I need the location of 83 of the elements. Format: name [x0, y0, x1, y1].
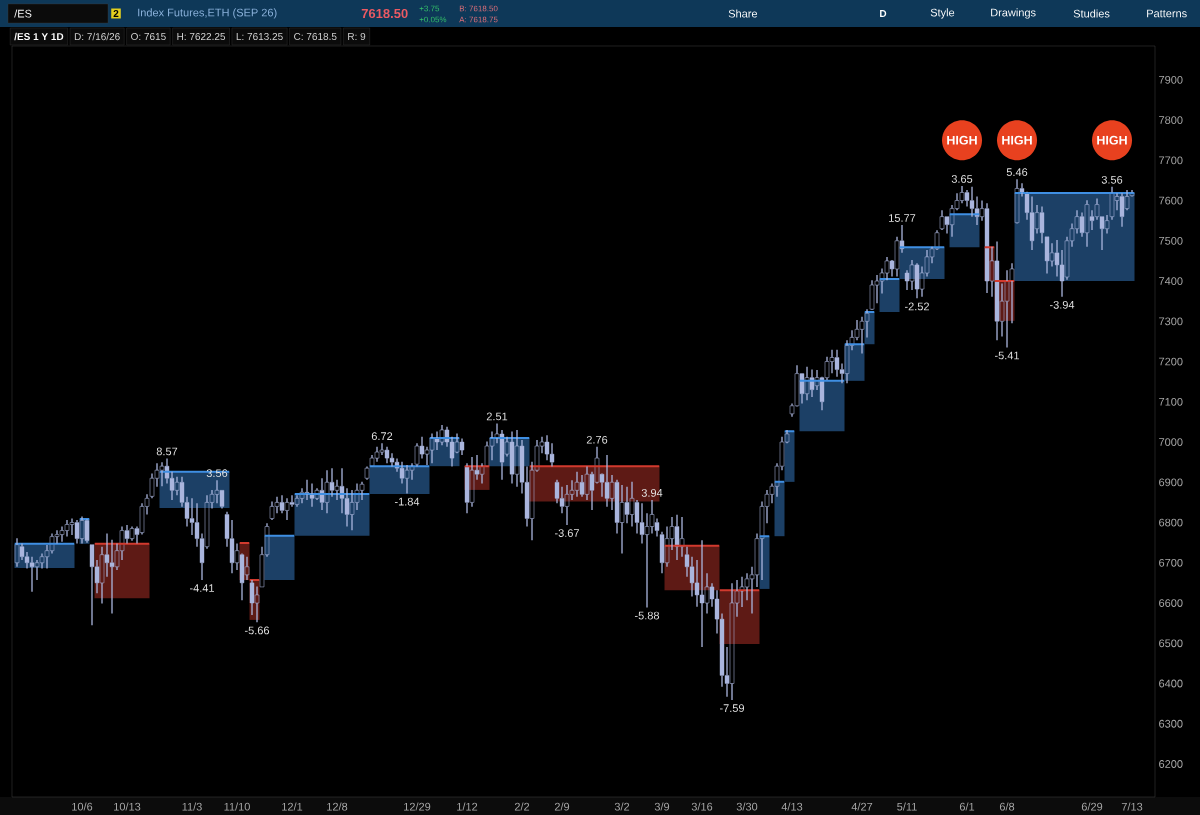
text: D [880, 10, 887, 17]
x-tick-label: 5/11 [897, 802, 917, 811]
x-tick-label: 7/13 [1121, 802, 1143, 811]
text: 3.56 [1101, 175, 1123, 184]
x-tick-label: 4/13 [781, 802, 803, 811]
y-tick-label: 7800 [1159, 116, 1183, 124]
text: -5.88 [634, 611, 660, 620]
annotation: HIGH [1002, 135, 1032, 145]
text: -4.41 [189, 584, 214, 592]
text: 2 [113, 10, 119, 17]
x-tick-label: 2/9 [554, 802, 570, 811]
text: -5.66 [244, 626, 270, 635]
y-tick-label: 7600 [1159, 196, 1183, 205]
text: C: 7618.5 [294, 32, 337, 41]
text: A: 7618.75 [459, 16, 498, 23]
x-tick-label: 6/29 [1081, 802, 1103, 811]
annotation: HIGH [1097, 135, 1127, 145]
text: +3.75 [419, 5, 440, 12]
text: 8.57 [156, 447, 178, 456]
x-tick-label: 12/29 [404, 802, 431, 811]
x-tick-label: 1/12 [457, 802, 478, 811]
text: -1.84 [394, 497, 420, 506]
x-tick-label: 12/1 [282, 802, 303, 811]
y-tick-label: 6500 [1159, 639, 1183, 648]
text: B: 7618.50 [459, 5, 498, 12]
x-tick-label: 4/27 [851, 802, 873, 811]
y-tick-label: 7500 [1159, 236, 1183, 245]
chart-subtitle: Index Futures,ETH (SEP 26) [138, 8, 277, 19]
x-tick-label: 3/9 [654, 802, 670, 811]
text: 6.72 [371, 432, 393, 441]
text: 5.46 [1006, 168, 1028, 177]
y-tick-label: 6800 [1159, 518, 1183, 527]
text: -7.59 [719, 704, 745, 712]
text: 2.76 [586, 435, 608, 444]
text: Drawings [991, 8, 1036, 19]
text: 3.94 [641, 489, 663, 497]
candlestick [89, 544, 95, 626]
text: R: 9 [348, 32, 366, 41]
text: 3.65 [951, 175, 973, 183]
x-tick-label: 10/6 [72, 802, 93, 811]
text: Style [930, 8, 955, 19]
text: /ES 1 Y 1D [14, 32, 64, 41]
text: +0.05% [419, 16, 447, 23]
text: 15.77 [889, 214, 916, 222]
y-tick-label: 6700 [1159, 558, 1183, 567]
x-tick-label: 11/3 [182, 802, 202, 811]
y-tick-label: 6600 [1159, 599, 1183, 607]
annotation: HIGH [947, 135, 977, 145]
text: -3.94 [1049, 300, 1075, 309]
y-tick-label: 7000 [1159, 438, 1183, 446]
text: 2.51 [486, 412, 508, 421]
y-tick-label: 6400 [1159, 679, 1183, 688]
y-tick-label: 7200 [1159, 357, 1183, 366]
y-tick-label: 7300 [1159, 317, 1183, 326]
text: D: 7/16/26 [74, 32, 120, 41]
text: -5.41 [994, 351, 1020, 360]
text: Patterns [1147, 9, 1187, 18]
y-tick-label: 7400 [1159, 277, 1183, 285]
chart-title: /ES [14, 9, 32, 18]
y-tick-label: 7100 [1159, 397, 1183, 406]
x-tick-label: 3/2 [614, 802, 630, 811]
x-tick-label: 3/16 [691, 802, 713, 811]
text: Share [728, 9, 758, 18]
text: H: 7622.25 [177, 32, 226, 41]
candlestick [269, 500, 275, 521]
text: O: 7615 [131, 32, 166, 41]
x-tick-label: 6/1 [959, 802, 975, 811]
text: -2.52 [904, 302, 929, 311]
y-tick-label: 6900 [1159, 478, 1183, 487]
y-tick-label: 6200 [1159, 760, 1183, 768]
text: L: 7613.25 [236, 32, 283, 41]
x-tick-label: 2/2 [514, 802, 530, 811]
y-tick-label: 7700 [1159, 156, 1183, 165]
x-tick-label: 11/10 [224, 802, 250, 811]
x-tick-label: 10/13 [114, 802, 141, 811]
y-tick-label: 7900 [1159, 75, 1183, 84]
text: Studies [1073, 9, 1110, 18]
text: 7618.50 [361, 8, 408, 19]
y-tick-label: 6300 [1159, 719, 1183, 728]
x-tick-label: 12/8 [327, 802, 348, 811]
x-tick-label: 6/8 [999, 802, 1015, 811]
x-tick-label: 3/30 [736, 802, 758, 811]
text: -3.67 [554, 529, 579, 537]
